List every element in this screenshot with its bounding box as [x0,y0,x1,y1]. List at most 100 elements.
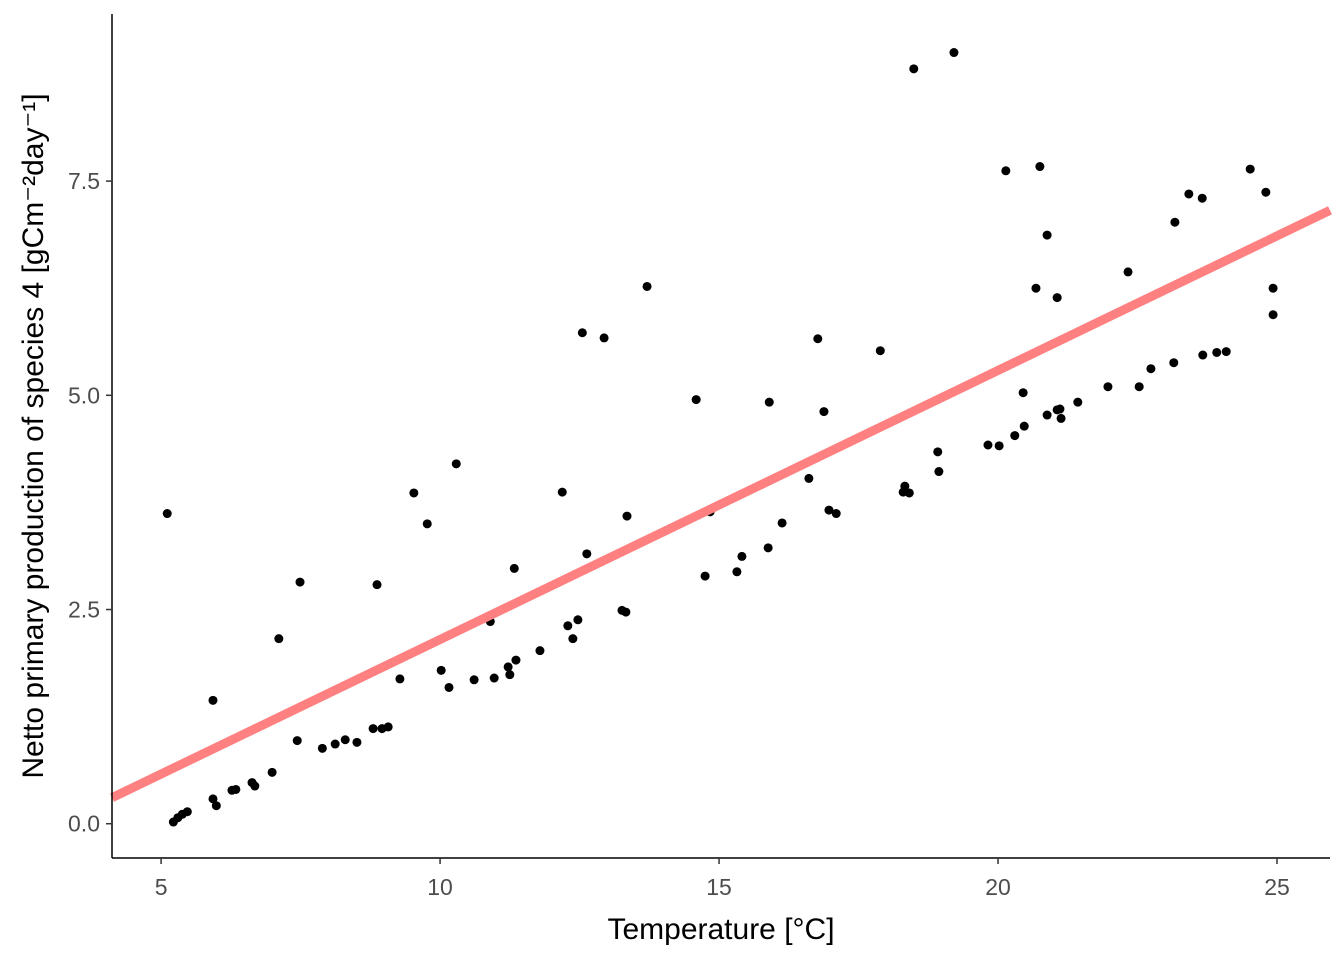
data-point [563,621,573,631]
data-point [568,634,578,644]
data-point [1073,397,1083,407]
data-point [1184,189,1194,199]
data-point [1170,217,1180,227]
data-point [1221,347,1231,357]
data-point [1134,382,1144,392]
data-point [573,615,583,625]
data-point [621,607,631,617]
data-point [764,397,774,407]
data-point [900,481,910,491]
data-point [691,395,701,405]
data-point [340,735,350,745]
data-point [824,505,834,515]
data-point [1052,293,1062,303]
data-point [505,670,515,680]
data-point [182,807,192,817]
data-point [700,571,710,581]
x-tick-label: 20 [985,874,1011,900]
data-point [1018,388,1028,398]
data-point [317,743,327,753]
data-point [994,441,1004,451]
data-point [1056,413,1066,423]
y-tick-label: 7.5 [68,168,100,194]
data-point [250,781,260,791]
x-tick-label: 5 [155,874,168,900]
x-axis-ticks: 5 10 15 20 25 [155,858,1290,900]
data-point [1010,431,1020,441]
data-points [162,48,1278,827]
data-point [208,695,218,705]
data-point [1197,193,1207,203]
data-point [1031,283,1041,293]
data-point [489,673,499,683]
data-point [1103,382,1113,392]
data-point [1268,283,1278,293]
data-point [208,794,218,804]
data-point [231,784,241,794]
y-tick-label: 2.5 [68,597,100,623]
data-point [732,567,742,577]
data-point [511,655,521,665]
x-axis-title: Temperature [°C] [607,913,834,946]
data-point [162,509,172,519]
data-point [444,682,454,692]
y-axis-ticks: 0.0 2.5 5.0 7.5 [68,168,112,837]
data-point [535,646,545,656]
data-point [577,328,587,338]
data-point [582,549,592,559]
data-point [295,577,305,587]
data-point [622,511,632,521]
data-point [1019,421,1029,431]
data-point [352,737,362,747]
data-point [1261,187,1271,197]
data-point [1042,410,1052,420]
data-point [875,346,885,356]
data-point [1146,364,1156,374]
data-point [330,739,340,749]
data-point [831,509,841,519]
data-point [1001,166,1011,176]
data-point [909,64,919,74]
data-point [777,518,787,528]
data-point [599,333,609,343]
data-point [983,440,993,450]
x-tick-label: 25 [1264,874,1290,900]
data-point [469,675,479,685]
data-point [368,724,378,734]
data-point [451,459,461,469]
data-point [804,473,814,483]
data-point [503,662,513,672]
data-point [211,801,221,811]
data-point [267,767,277,777]
data-point [274,634,284,644]
data-point [557,487,567,497]
data-point [1212,347,1222,357]
data-point [1055,404,1065,414]
data-point [395,674,405,684]
data-point [409,488,419,498]
data-point [436,665,446,675]
data-point [737,551,747,561]
data-point [934,467,944,477]
y-tick-label: 0.0 [68,811,100,837]
data-point [819,407,829,417]
regression-line [110,206,1332,802]
data-point [1198,350,1208,360]
data-point [933,447,943,457]
data-point [1123,267,1133,277]
data-point [383,722,393,732]
data-point [1035,162,1045,172]
x-tick-label: 10 [427,874,453,900]
data-point [292,736,302,746]
data-point [372,580,382,590]
data-point [1245,164,1255,174]
data-point [904,488,914,498]
data-point [1268,310,1278,320]
data-point [1169,358,1179,368]
y-tick-label: 5.0 [68,382,100,408]
data-point [509,563,519,573]
data-point [949,48,959,58]
data-point [1042,230,1052,240]
y-axis-title: Netto primary production of species 4 [g… [17,93,50,778]
